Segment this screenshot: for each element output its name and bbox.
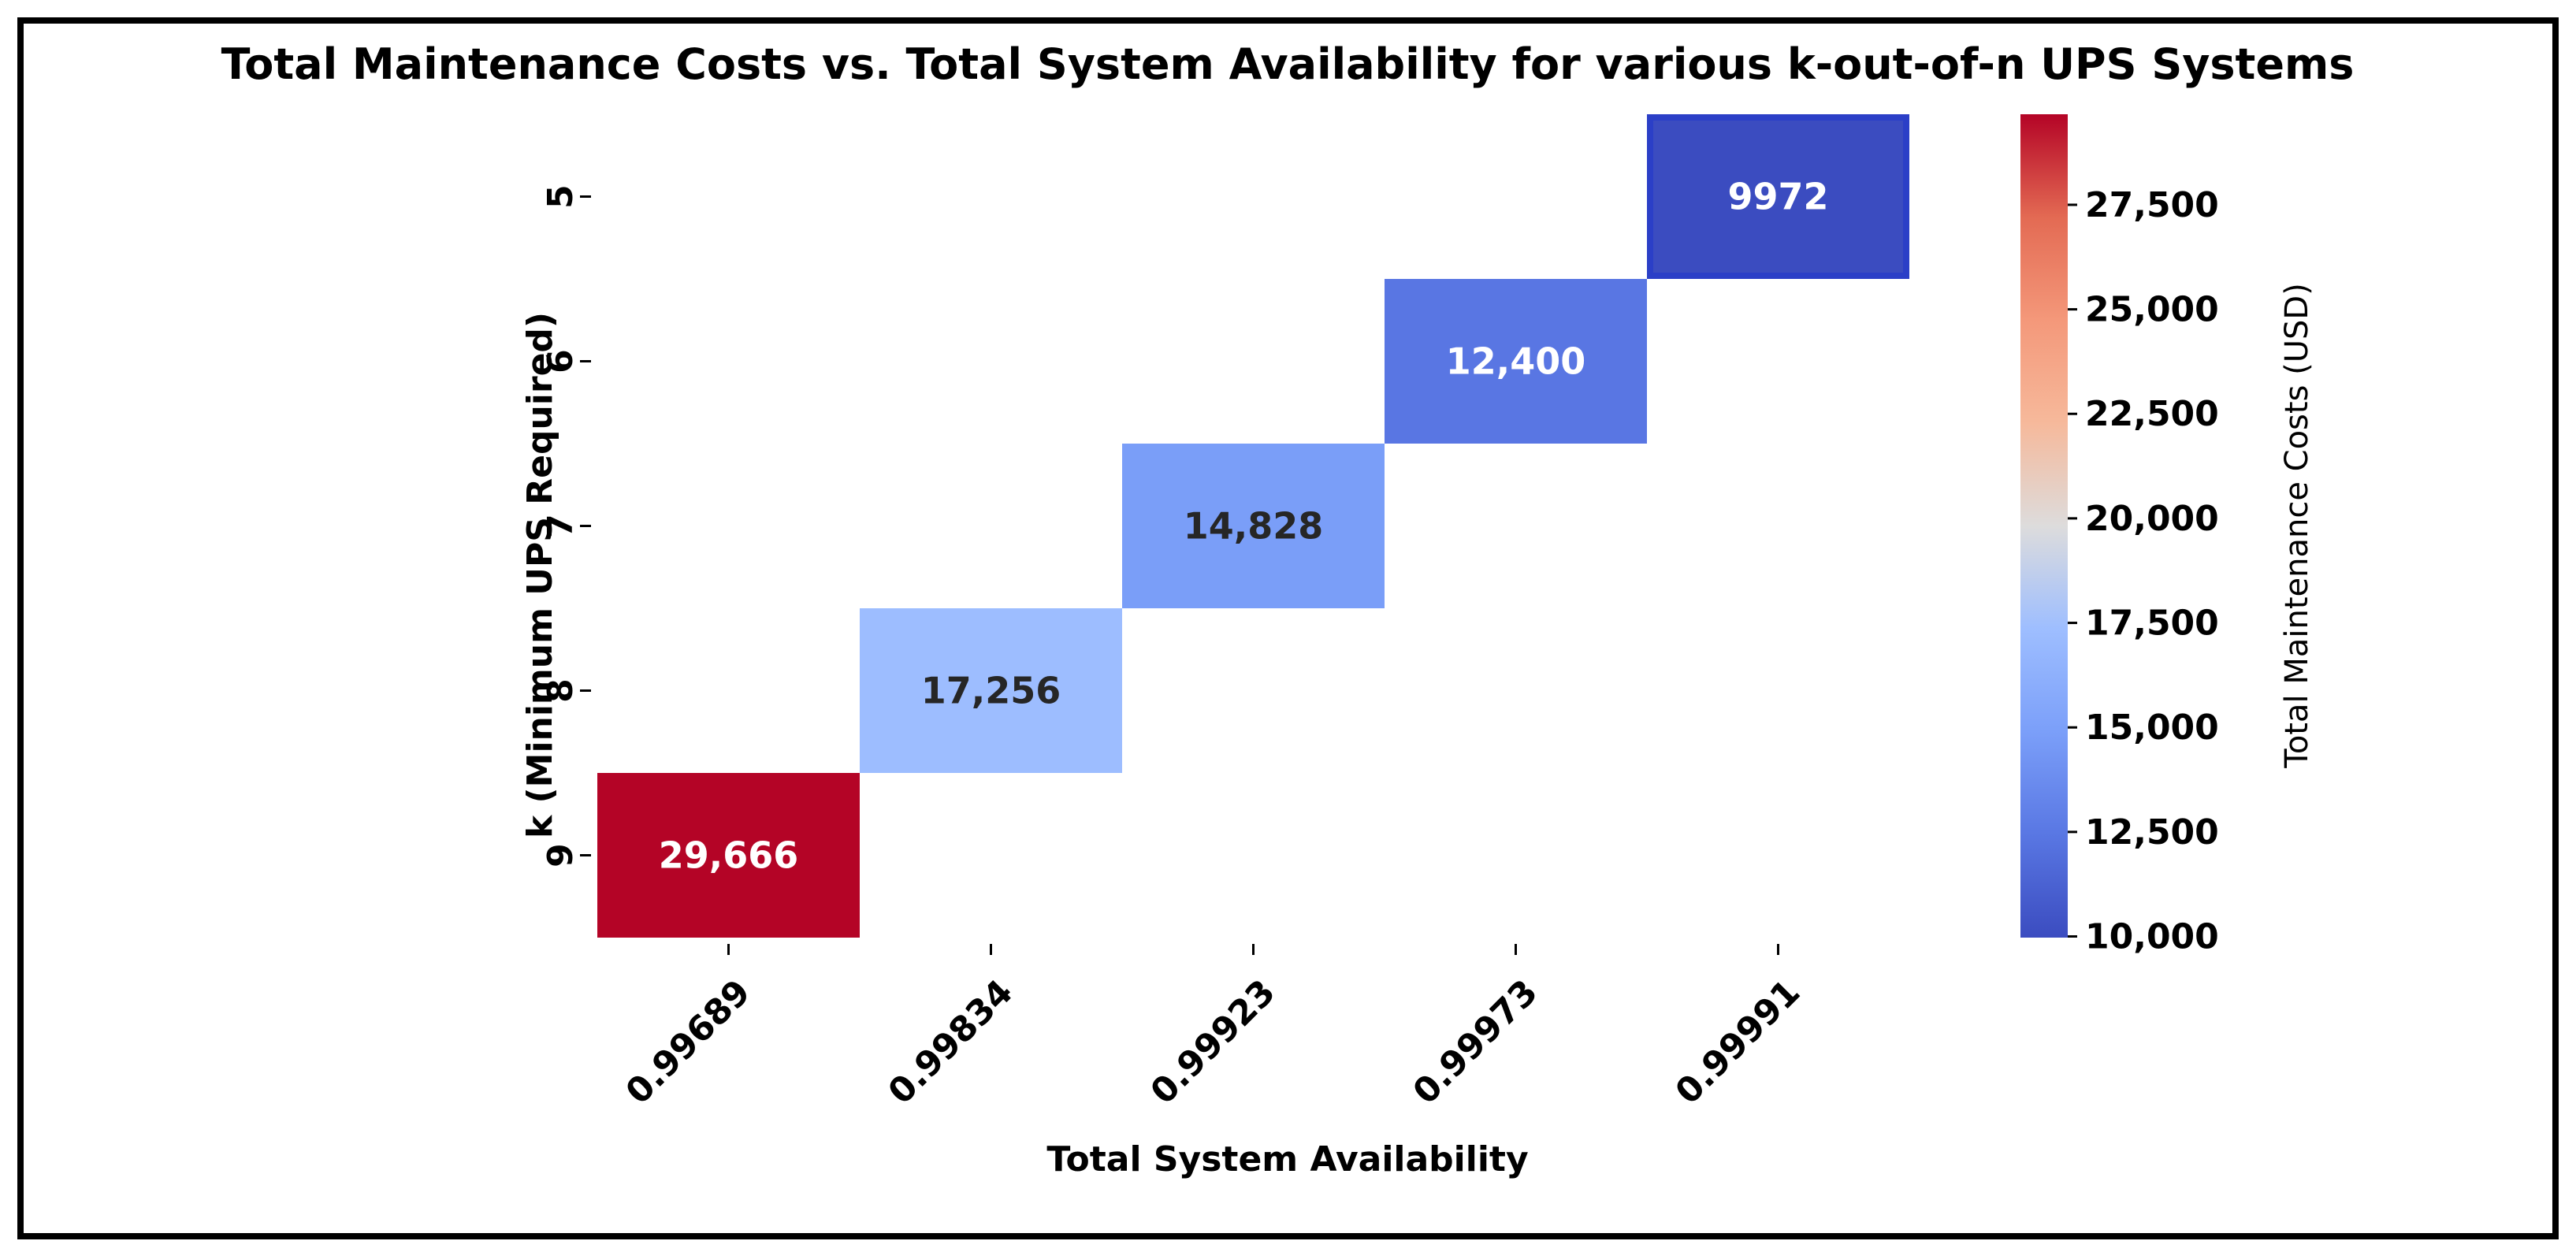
cell-value-label: 29,666 xyxy=(659,834,799,877)
y-tick-label: 9 xyxy=(541,843,581,867)
x-tick-label: 0.99991 xyxy=(1668,972,1808,1113)
colorbar-tick-label: 10,000 xyxy=(2085,917,2219,957)
colorbar-tick-label: 20,000 xyxy=(2085,499,2219,539)
colorbar-label: Total Maintenance Costs (USD) xyxy=(2279,283,2315,769)
y-axis-ticks: 5 6 7 8 9 xyxy=(541,184,591,867)
y-tick-label: 8 xyxy=(541,678,581,703)
heatmap-cell xyxy=(1385,279,1647,444)
y-tick-label: 7 xyxy=(541,514,581,538)
colorbar-tick-label: 17,500 xyxy=(2085,604,2219,644)
heatmap-cell xyxy=(1122,444,1385,608)
colorbar-ticks: 10,000 12,500 15,000 17,500 20,000 22,500 25,0… xyxy=(2068,185,2219,957)
heatmap-cell xyxy=(597,773,860,938)
colorbar-tick-label: 12,500 xyxy=(2085,812,2219,853)
heatmap-chart: Total Maintenance Costs vs. Total System… xyxy=(221,39,2355,1180)
figure-frame: Total Maintenance Costs vs. Total System… xyxy=(17,17,2559,1239)
y-tick-label: 5 xyxy=(541,184,581,209)
heatmap-cell xyxy=(860,608,1122,773)
colorbar-tick-label: 25,000 xyxy=(2085,290,2219,330)
colorbar-tick-label: 22,500 xyxy=(2085,394,2219,434)
cell-value-label: 12,400 xyxy=(1446,340,1586,383)
cell-value-label: 9972 xyxy=(1727,176,1828,218)
cell-value-label: 14,828 xyxy=(1184,505,1324,548)
chart-title: Total Maintenance Costs vs. Total System… xyxy=(221,39,2355,89)
y-tick-label: 6 xyxy=(541,349,581,373)
colorbar-tick-label: 27,500 xyxy=(2085,185,2219,225)
heatmap-cell xyxy=(1647,114,1909,279)
x-tick-label: 0.99923 xyxy=(1143,972,1284,1113)
colorbar-tick-label: 15,000 xyxy=(2085,708,2219,748)
cell-value-label: 17,256 xyxy=(921,670,1061,712)
y-axis-label: k (Minimum UPS Required) xyxy=(520,312,560,838)
x-tick-label: 0.99834 xyxy=(881,972,1021,1113)
x-axis-label: Total System Availability xyxy=(1046,1139,1528,1180)
colorbar xyxy=(2020,114,2068,938)
x-tick-label: 0.99689 xyxy=(619,972,759,1113)
x-tick-label: 0.99973 xyxy=(1406,972,1546,1113)
highlight-border xyxy=(1647,114,1909,279)
heatmap-cells: 9972 12,400 14,828 17,256 29,666 xyxy=(597,114,1909,938)
x-axis-ticks: 0.99689 0.99834 0.99923 0.99973 0.99991 xyxy=(619,944,1808,1112)
